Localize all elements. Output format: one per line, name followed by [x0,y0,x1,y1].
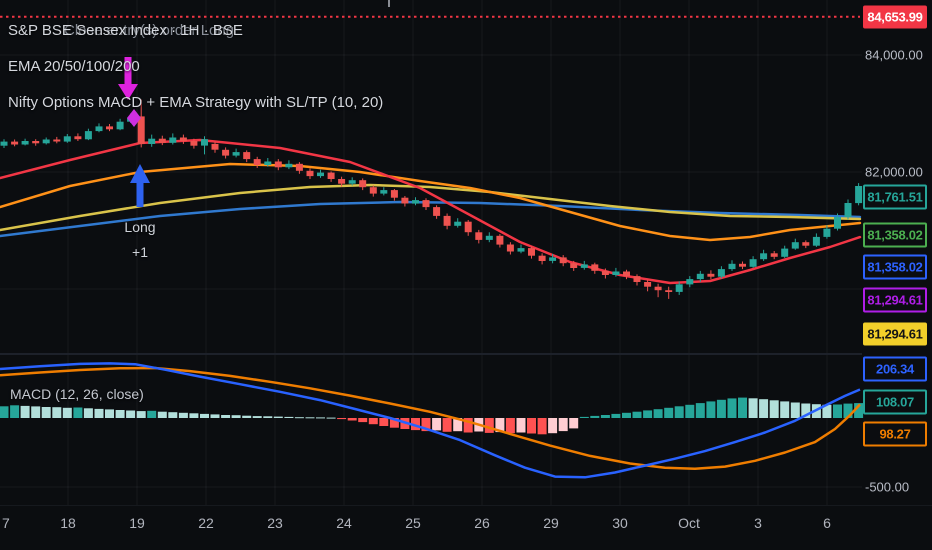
time-axis-label[interactable]: 25 [405,515,421,531]
macd-indicator-label[interactable]: MACD (12, 26, close) [10,386,144,402]
price-badge[interactable]: 81,358.02 [863,222,927,248]
time-axis-label[interactable]: Oct [678,515,700,531]
price-badge[interactable]: 81,294.61 [863,287,927,313]
price-badge[interactable]: 84,653.99 [863,5,927,29]
time-axis-label[interactable]: 29 [543,515,559,531]
time-axis-label[interactable]: 23 [267,515,283,531]
time-axis[interactable]: 7 18 19 22 23 24 25 26 29 30 Oct 3 6 [0,505,932,550]
time-axis-label[interactable]: 30 [612,515,628,531]
price-badge[interactable]: 108.07 [863,389,927,415]
long-entry-marker: Long +1 [110,215,170,265]
time-axis-label[interactable]: 22 [198,515,214,531]
time-axis-label[interactable]: 6 [823,515,831,531]
price-badge[interactable]: 206.34 [863,356,927,382]
axis-price-label[interactable]: 82,000.00 [865,164,923,180]
time-axis-label[interactable]: 7 [2,515,10,531]
time-axis-label[interactable]: 24 [336,515,352,531]
price-badge[interactable]: 98.27 [863,421,927,447]
signal-diamond-icon [127,109,141,127]
price-axis[interactable]: 84,653.99 84,000.00 82,000.00 81,761.51 81,3… [862,0,932,505]
buy-arrow-icon [130,164,150,207]
long-entry-label: Long [124,219,156,235]
time-axis-label[interactable]: 26 [474,515,490,531]
time-axis-label[interactable]: 18 [60,515,76,531]
price-badge[interactable]: 81,761.51 [863,184,927,210]
price-badge[interactable]: 81,358.02 [863,254,927,280]
time-axis-label[interactable]: 3 [754,515,762,531]
axis-price-label[interactable]: -500.00 [865,479,910,495]
sell-arrow-icon [118,57,138,100]
order-note: Close entry(s) order Long [64,22,235,39]
time-axis-label[interactable]: 19 [129,515,145,531]
axis-price-label[interactable]: 84,000.00 [865,47,923,63]
long-entry-qty: +1 [132,244,148,260]
price-badge[interactable]: 81,294.61 [863,322,927,346]
